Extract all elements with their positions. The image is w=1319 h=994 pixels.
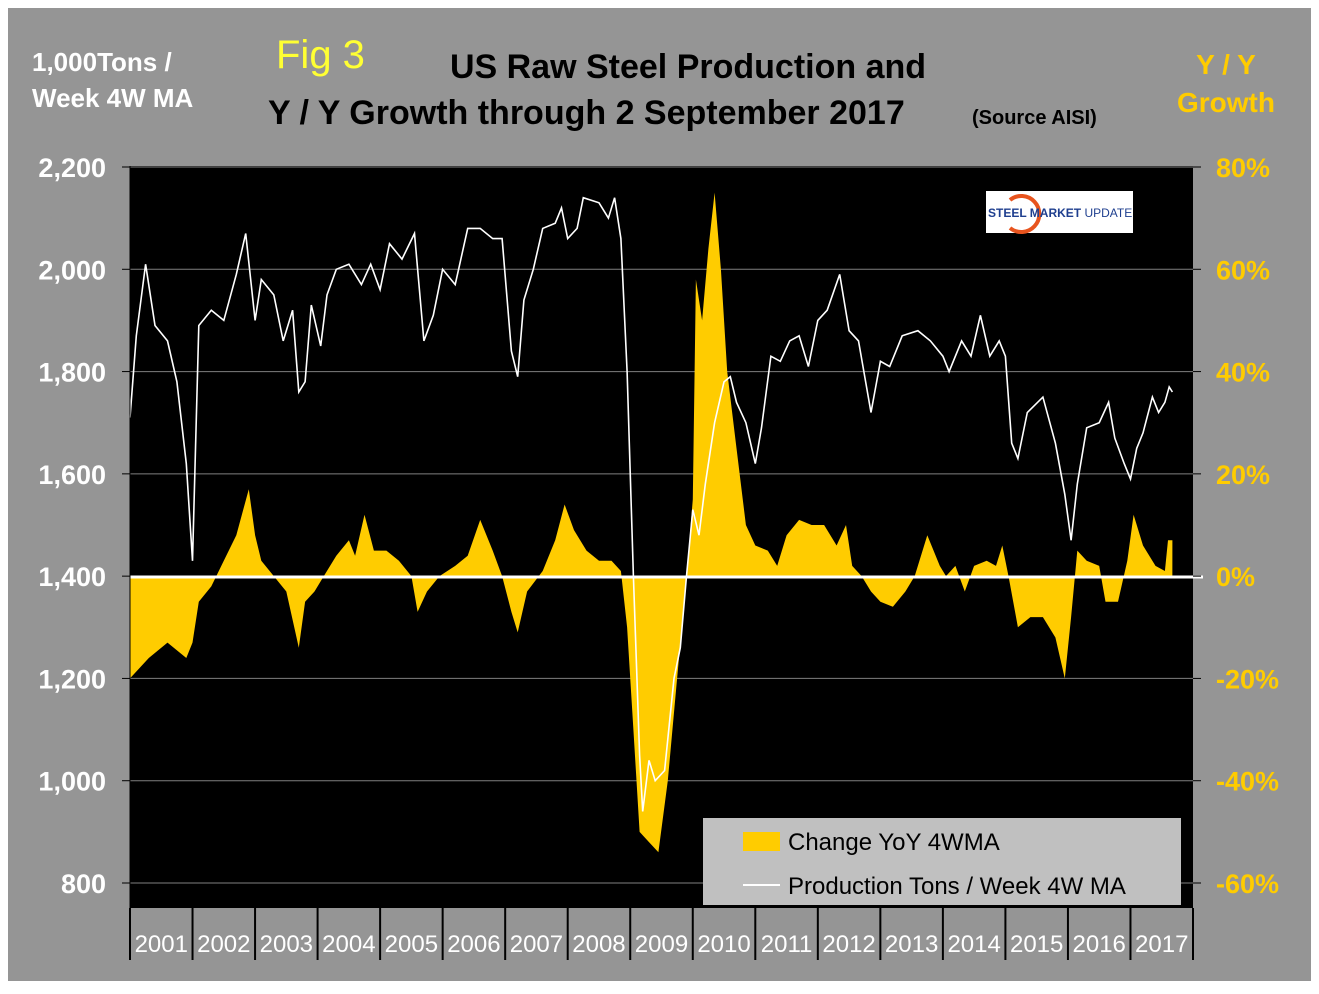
x-tick-label: 2015 xyxy=(1010,931,1063,958)
logo-swoosh-icon xyxy=(1008,194,1042,234)
left-tick-label: 2,000 xyxy=(38,255,106,285)
production-line-series xyxy=(129,196,1174,812)
left-tick-label: 1,000 xyxy=(38,767,106,797)
left-tick-label: 1,800 xyxy=(38,358,106,388)
x-tick-label: 2005 xyxy=(385,931,438,958)
x-tick-label: 2006 xyxy=(447,931,500,958)
x-tick-label: 2011 xyxy=(761,931,813,958)
left-axis-title-line2: Week 4W MA xyxy=(32,83,194,113)
right-tick-label: 20% xyxy=(1216,460,1270,490)
right-tick-label: 80% xyxy=(1216,153,1270,183)
chart-source: (Source AISI) xyxy=(972,107,1097,129)
right-tick-label: -40% xyxy=(1216,767,1279,797)
x-tick-label: 2009 xyxy=(635,931,688,958)
x-tick-label: 2001 xyxy=(135,931,188,958)
left-tick-label: 800 xyxy=(61,869,106,899)
chart-title-line2: Y / Y Growth through 2 September 2017 xyxy=(268,94,905,132)
right-tick-label: -60% xyxy=(1216,869,1279,899)
left-tick-label: 1,600 xyxy=(38,460,106,490)
fig-label: Fig 3 xyxy=(276,33,365,77)
chart-title-line1: US Raw Steel Production and xyxy=(450,48,926,86)
legend: Change YoY 4WMA Production Tons / Week 4… xyxy=(703,818,1181,905)
x-tick-label: 2004 xyxy=(322,931,375,958)
left-axis-title-line1: 1,000Tons / xyxy=(32,47,172,77)
steel-market-update-logo: STEEL MARKET UPDATE xyxy=(986,191,1133,234)
svg-text:STEEL MARKET UPDATE: STEEL MARKET UPDATE xyxy=(988,206,1132,220)
x-tick-label: 2012 xyxy=(822,931,875,958)
x-tick-label: 2008 xyxy=(572,931,625,958)
x-tick-label: 2003 xyxy=(260,931,313,958)
legend-label-line: Production Tons / Week 4W MA xyxy=(788,873,1126,900)
right-tick-label: 40% xyxy=(1216,358,1270,388)
right-tick-label: 0% xyxy=(1216,562,1255,592)
right-tick-label: -20% xyxy=(1216,664,1279,694)
right-axis-title-line2: Growth xyxy=(1177,87,1275,118)
right-axis-title-line1: Y / Y xyxy=(1196,49,1256,80)
left-tick-label: 1,200 xyxy=(38,664,106,694)
left-tick-label: 2,200 xyxy=(38,153,106,183)
x-tick-label: 2016 xyxy=(1073,931,1126,958)
x-tick-label: 2010 xyxy=(697,931,750,958)
x-tick-label: 2013 xyxy=(885,931,938,958)
x-tick-label: 2007 xyxy=(510,931,563,958)
left-tick-label: 1,400 xyxy=(38,562,106,592)
yoy-area-series xyxy=(130,192,1173,853)
x-tick-label: 2002 xyxy=(197,931,250,958)
right-tick-label: 60% xyxy=(1216,255,1270,285)
x-tick-label: 2014 xyxy=(947,931,1000,958)
legend-label-area: Change YoY 4WMA xyxy=(788,829,1000,856)
legend-swatch-area xyxy=(743,832,780,851)
x-tick-label: 2017 xyxy=(1135,931,1188,958)
